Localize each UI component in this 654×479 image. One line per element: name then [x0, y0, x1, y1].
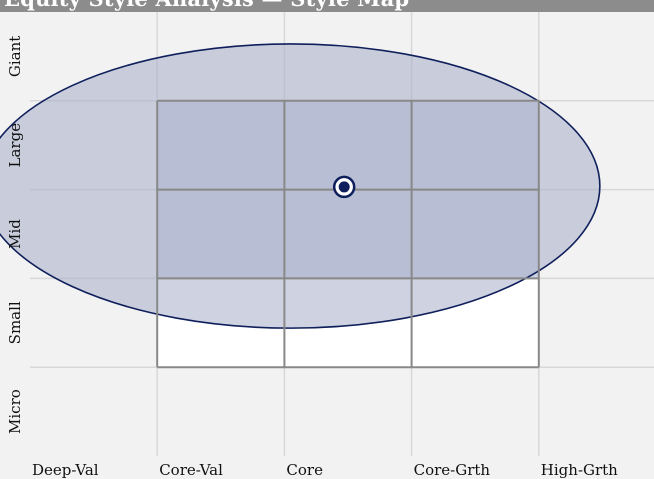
- x-tick-label: Deep-Val: [32, 461, 99, 479]
- chart-title: Equity Style Analysis — Style Map: [4, 0, 409, 11]
- centroid-marker-dot: [338, 181, 350, 193]
- y-tick-label: Small: [6, 301, 24, 344]
- x-tick-label: Core-Grth: [414, 461, 491, 479]
- x-tick-label: Core: [286, 461, 323, 479]
- x-tick-label: High-Grth: [541, 461, 618, 479]
- y-tick-label: Giant: [6, 36, 24, 77]
- y-tick-label: Mid: [6, 219, 24, 249]
- y-tick-label: Micro: [6, 389, 24, 434]
- x-tick-label: Core-Val: [159, 461, 223, 479]
- header-bar: Equity Style Analysis — Style Map: [0, 0, 654, 12]
- ownership-zone-ellipse: [0, 43, 601, 329]
- y-tick-label: Large: [6, 123, 24, 168]
